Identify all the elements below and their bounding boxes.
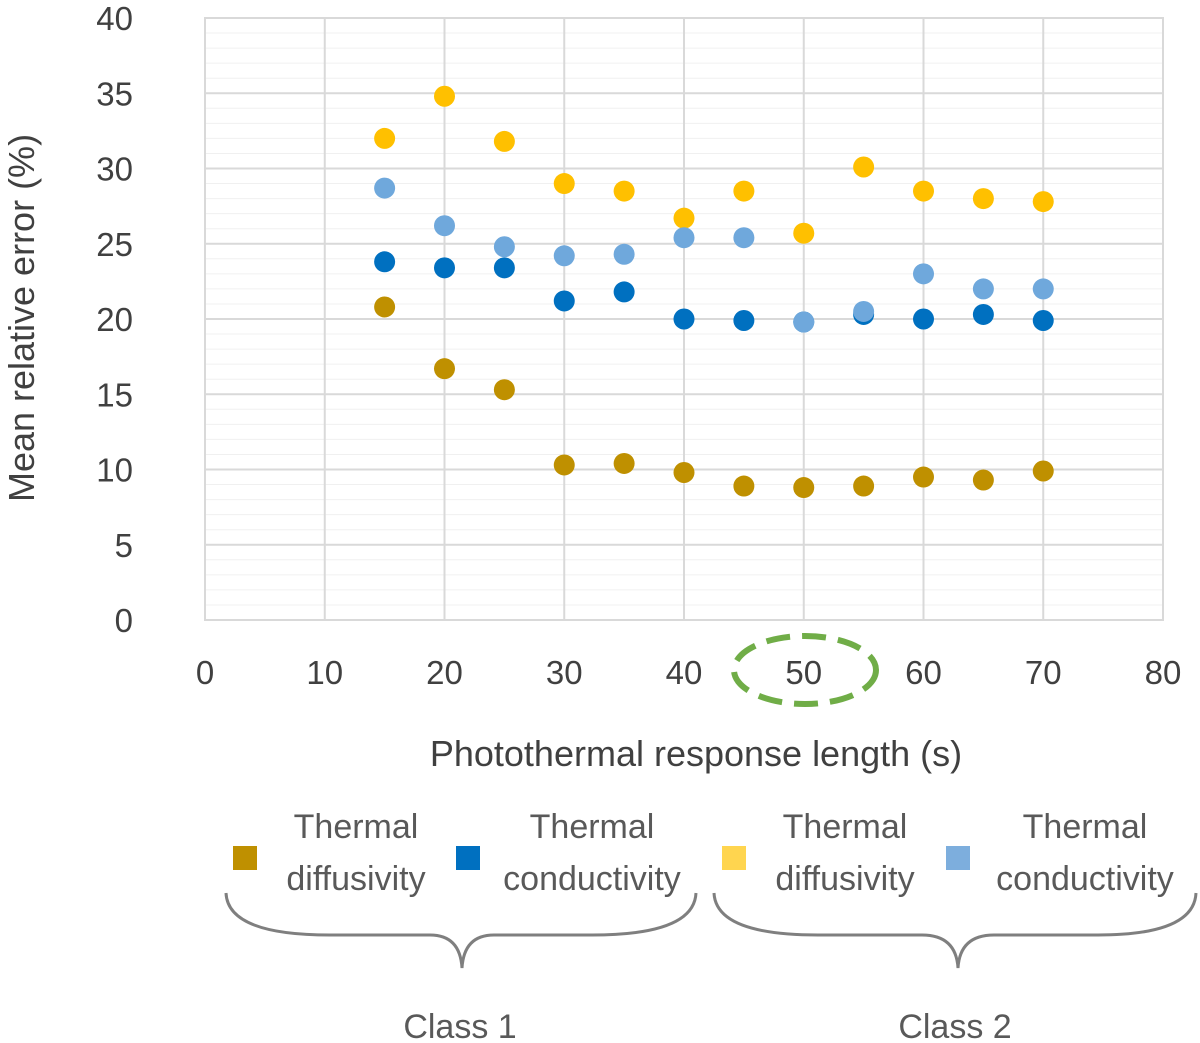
- data-point: [913, 263, 934, 285]
- legend-label-line2: conductivity: [503, 860, 681, 898]
- legend-swatch: [722, 846, 746, 870]
- data-point: [613, 180, 635, 202]
- legend-label-line2: diffusivity: [775, 860, 914, 898]
- data-point: [374, 251, 396, 273]
- class-2-label: Class 2: [898, 1008, 1011, 1043]
- y-tick-label: 5: [115, 527, 133, 564]
- legend-item-4: Thermal conductivity: [946, 808, 1174, 898]
- data-point: [613, 281, 635, 303]
- data-point: [673, 462, 695, 484]
- x-tick-label: 60: [905, 654, 942, 691]
- data-point: [613, 452, 635, 474]
- x-tick-label: 20: [426, 654, 463, 691]
- y-axis-ticks: 0 5 10 15 20 25 30 35 40: [96, 0, 133, 639]
- data-point: [793, 222, 815, 244]
- legend-label-line1: Thermal: [530, 808, 655, 846]
- x-tick-label: 0: [196, 654, 214, 691]
- data-point: [853, 300, 875, 322]
- legend-label-line1: Thermal: [294, 808, 419, 846]
- data-point: [434, 215, 455, 237]
- x-tick-label: 10: [306, 654, 343, 691]
- series-4: [374, 177, 1054, 333]
- data-point: [553, 290, 575, 312]
- data-point: [613, 243, 635, 265]
- data-point: [972, 188, 994, 210]
- series-2: [374, 251, 1054, 333]
- data-point: [1032, 310, 1054, 332]
- highlight-ellipse: [731, 633, 879, 707]
- data-point: [733, 180, 755, 202]
- data-point: [434, 257, 455, 279]
- data-point: [913, 308, 934, 330]
- class-2-brace: [712, 892, 1198, 969]
- data-point: [374, 296, 396, 318]
- data-point: [913, 466, 934, 488]
- x-tick-label: 50: [785, 654, 822, 691]
- data-point: [374, 177, 396, 199]
- data-point: [673, 308, 695, 330]
- y-tick-label: 40: [96, 0, 133, 37]
- x-tick-label: 30: [546, 654, 583, 691]
- series-3: [374, 85, 1054, 244]
- y-tick-label: 15: [96, 376, 133, 413]
- data-point: [793, 477, 815, 499]
- data-point: [493, 257, 515, 279]
- legend-label-line2: conductivity: [996, 860, 1174, 898]
- legend-label-line1: Thermal: [783, 808, 908, 846]
- series-1: [374, 296, 1054, 499]
- legend-swatch: [233, 846, 257, 870]
- class-1-brace: [224, 892, 698, 969]
- y-tick-label: 35: [96, 75, 133, 112]
- legend-swatch: [456, 846, 480, 870]
- data-point: [673, 227, 695, 249]
- legend-label-line1: Thermal: [1023, 808, 1148, 846]
- legend-item-1: Thermal diffusivity: [233, 808, 426, 898]
- x-tick-label: 80: [1145, 654, 1182, 691]
- data-point: [972, 278, 994, 300]
- data-point: [493, 379, 515, 401]
- y-tick-label: 30: [96, 151, 133, 188]
- data-point: [733, 310, 755, 332]
- data-point: [972, 469, 994, 491]
- data-point: [434, 358, 455, 380]
- data-point: [853, 156, 875, 178]
- x-tick-label: 40: [666, 654, 703, 691]
- data-point: [553, 173, 575, 195]
- y-tick-label: 20: [96, 301, 133, 338]
- data-point: [972, 303, 994, 325]
- data-point: [374, 127, 396, 149]
- plot-area-border: [204, 17, 1164, 621]
- class-1-label: Class 1: [403, 1008, 516, 1043]
- data-point: [853, 475, 875, 497]
- x-axis-title: Photothermal response length (s): [430, 733, 962, 774]
- data-point: [733, 475, 755, 497]
- data-point: [553, 245, 575, 267]
- data-point: [493, 130, 515, 152]
- data-point: [434, 85, 455, 107]
- y-axis-title: Mean relative error (%): [1, 134, 42, 502]
- data-point: [1032, 460, 1054, 482]
- data-point: [1032, 278, 1054, 300]
- legend-item-3: Thermal diffusivity: [722, 808, 915, 898]
- data-point: [913, 180, 934, 202]
- x-tick-label: 70: [1025, 654, 1062, 691]
- data-point: [553, 454, 575, 476]
- data-point: [673, 207, 695, 229]
- y-tick-label: 25: [96, 226, 133, 263]
- y-tick-label: 0: [115, 602, 133, 639]
- data-point: [1032, 191, 1054, 213]
- legend: ThermaldiffusivityThermalconductivityThe…: [233, 808, 1174, 898]
- legend-label-line2: diffusivity: [286, 860, 425, 898]
- x-axis-ticks: 0 10 20 30 40 50 60 70 80: [196, 654, 1182, 691]
- data-point: [793, 311, 815, 333]
- y-tick-label: 10: [96, 452, 133, 489]
- legend-item-2: Thermal conductivity: [456, 808, 681, 898]
- data-point: [733, 227, 755, 249]
- data-points: [374, 85, 1054, 499]
- legend-swatch: [946, 846, 970, 870]
- data-point: [493, 236, 515, 258]
